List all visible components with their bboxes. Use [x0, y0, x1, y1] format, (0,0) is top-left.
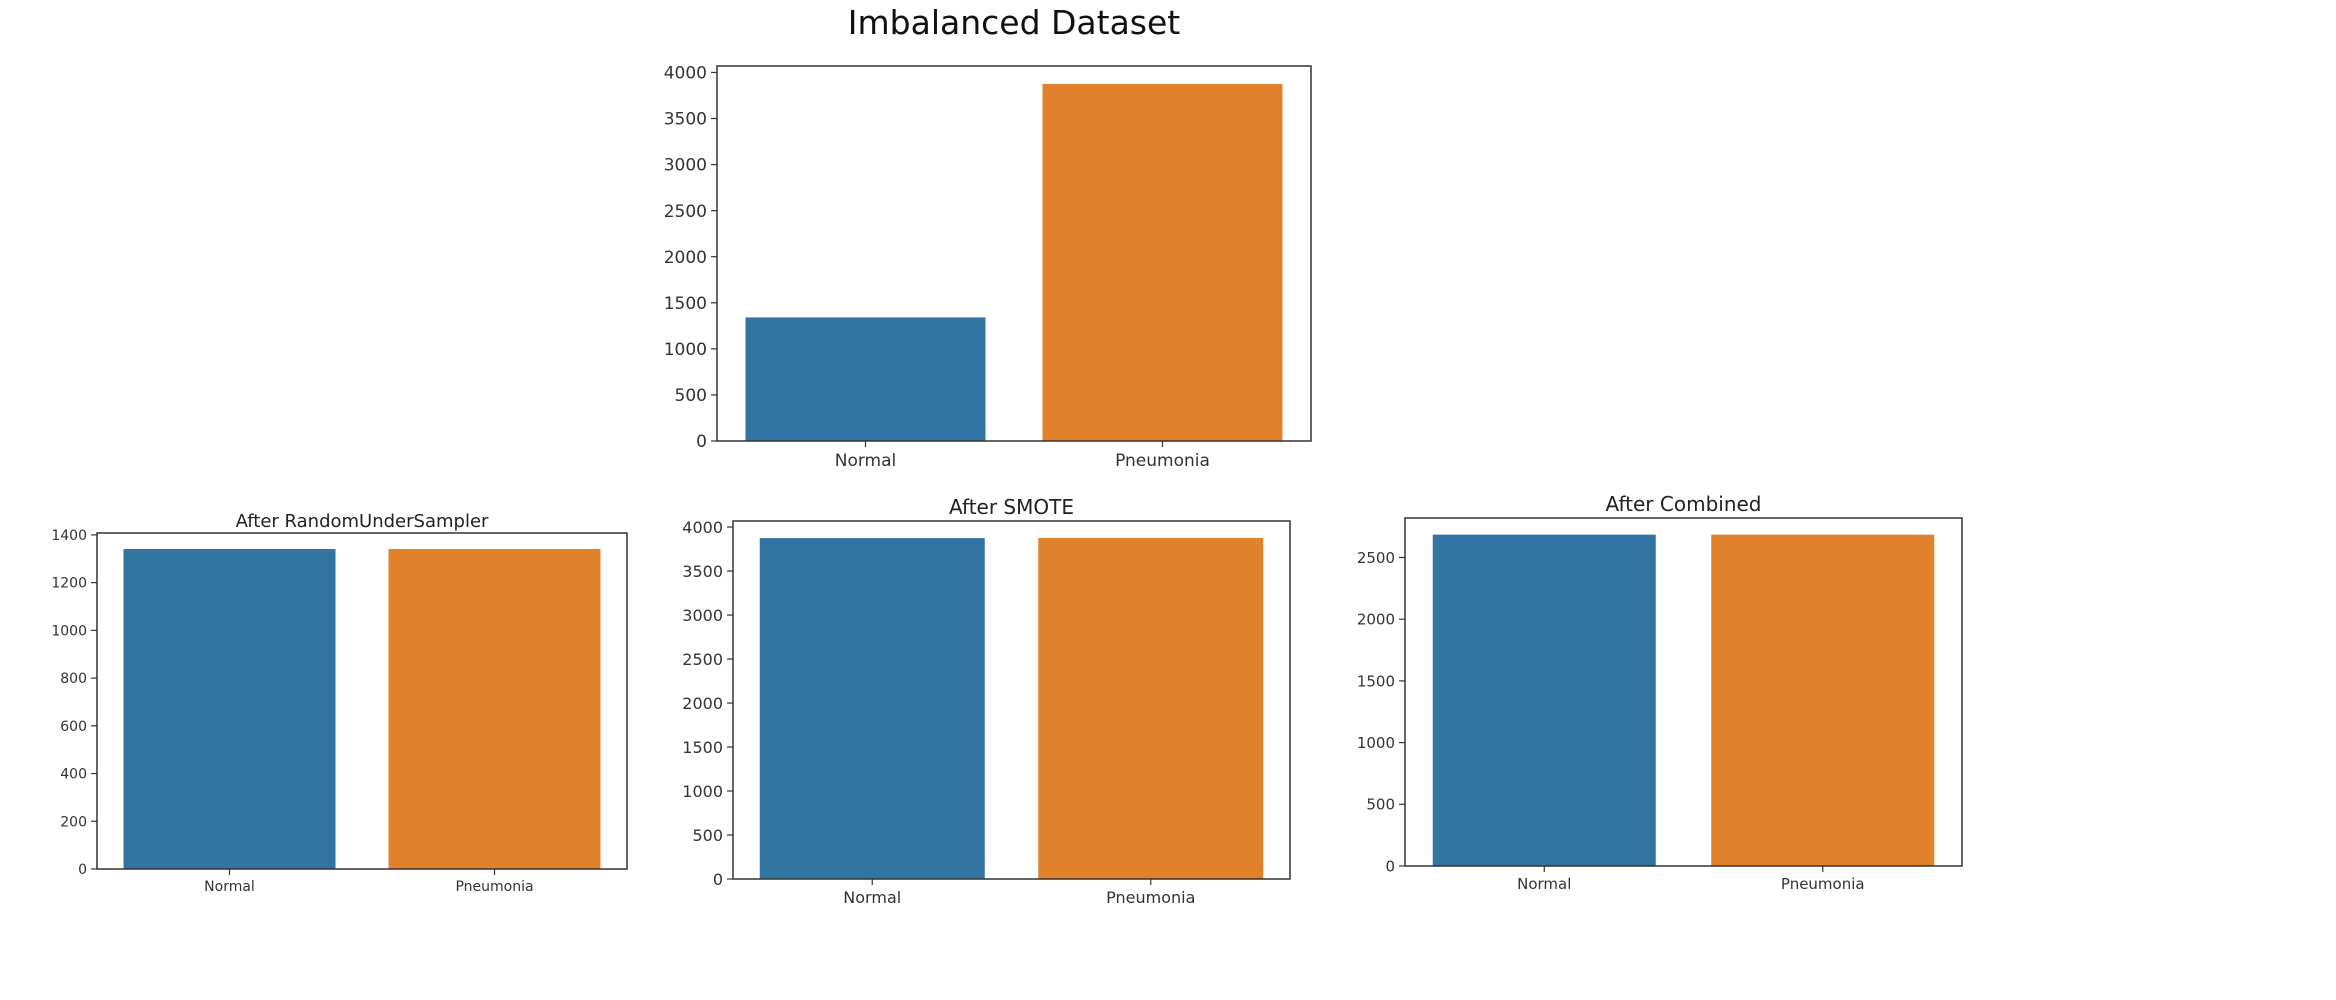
y-tick-label: 0	[78, 862, 87, 878]
chart-title: After RandomUnderSampler	[236, 511, 489, 532]
y-tick-label: 3000	[682, 606, 723, 625]
y-tick-label: 1000	[51, 623, 87, 639]
bar-pneumonia	[1042, 83, 1283, 441]
y-tick-label: 500	[1366, 796, 1395, 814]
y-tick-label: 4000	[682, 518, 723, 537]
y-tick-label: 3500	[682, 562, 723, 581]
y-tick-label: 400	[60, 767, 87, 783]
plot-frame	[732, 520, 1291, 880]
y-tick-label: 3500	[664, 110, 707, 130]
bar-pneumonia	[1038, 538, 1264, 879]
x-tick-label: Normal	[204, 879, 255, 895]
y-tick-label: 1500	[1357, 672, 1395, 690]
x-tick-label: Pneumonia	[1115, 451, 1210, 471]
y-tick-label: 0	[713, 870, 723, 889]
y-tick-label: 1500	[682, 738, 723, 757]
y-tick-label: 2500	[664, 202, 707, 222]
combined-chart: After Combined Normal Pneumonia 0 500 1000 150…	[1357, 492, 1963, 893]
undersampler-chart: After RandomUnderSampler Normal Pneumonia 0…	[51, 511, 628, 895]
x-tick-label: Pneumonia	[455, 879, 533, 895]
y-tick-label: 0	[696, 432, 707, 452]
x-tick-label: Normal	[1517, 875, 1571, 893]
y-tick-label: 600	[60, 719, 87, 735]
y-tick-label: 1000	[682, 782, 723, 801]
plot-frame	[1404, 517, 1963, 867]
y-tick-label: 2000	[664, 248, 707, 268]
y-tick-label: 2000	[682, 694, 723, 713]
bar-normal	[759, 538, 985, 879]
y-tick-label: 4000	[664, 64, 707, 84]
y-tick-label: 200	[60, 814, 87, 830]
imbalanced-chart: Imbalanced Dataset Normal Pneumonia 0 500 100…	[664, 3, 1312, 471]
x-tick-label: Normal	[835, 451, 897, 471]
plot-frame	[96, 532, 628, 870]
y-tick-label: 500	[675, 386, 707, 406]
x-tick-label: Pneumonia	[1781, 875, 1865, 893]
x-tick-label: Normal	[843, 888, 901, 907]
y-tick-label: 2000	[1357, 611, 1395, 629]
y-tick-label: 800	[60, 671, 87, 687]
bar-pneumonia	[388, 548, 601, 869]
plot-frame	[716, 65, 1312, 442]
chart-title: After SMOTE	[949, 495, 1074, 519]
bar-pneumonia	[1711, 534, 1935, 866]
y-tick-label: 1500	[664, 294, 707, 314]
smote-chart: After SMOTE Normal Pneumonia 0 500 1000 1500 20…	[682, 495, 1291, 907]
x-tick-label: Pneumonia	[1106, 888, 1195, 907]
y-tick-label: 0	[1385, 857, 1395, 875]
y-tick-label: 1000	[1357, 734, 1395, 752]
bar-normal	[1432, 534, 1656, 866]
y-tick-label: 1400	[51, 528, 87, 544]
bar-normal	[123, 548, 336, 869]
y-tick-label: 1200	[51, 576, 87, 592]
chart-title: After Combined	[1606, 492, 1762, 516]
y-tick-label: 3000	[664, 156, 707, 176]
y-tick-label: 500	[692, 826, 723, 845]
y-tick-label: 1000	[664, 340, 707, 360]
y-tick-label: 2500	[682, 650, 723, 669]
bar-normal	[745, 317, 986, 441]
y-tick-label: 2500	[1357, 549, 1395, 567]
chart-title: Imbalanced Dataset	[848, 3, 1181, 42]
